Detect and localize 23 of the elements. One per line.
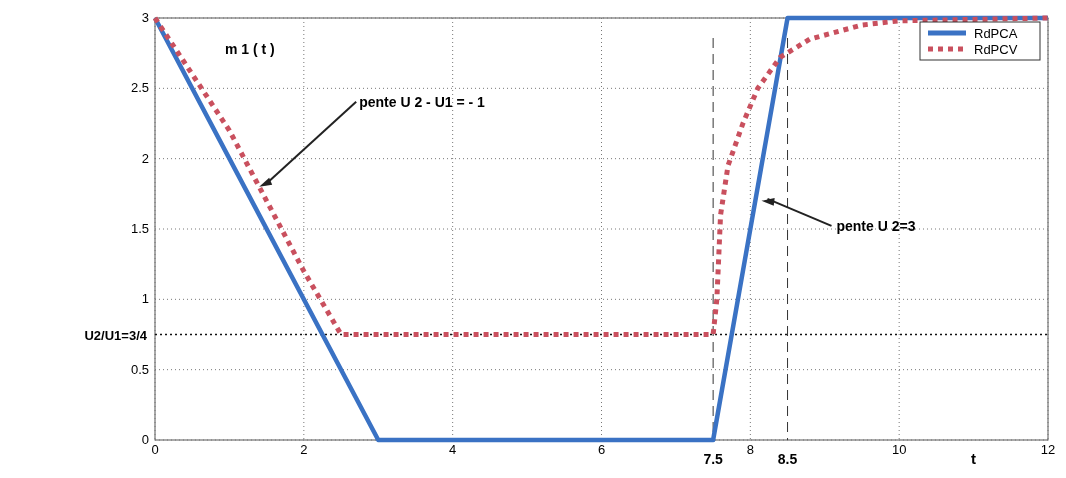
x-tick-label: 4 bbox=[449, 442, 457, 457]
x-tick-label: 6 bbox=[597, 442, 606, 457]
annotation: m 1 ( t ) bbox=[225, 41, 275, 57]
legend-label: RdPCA bbox=[974, 26, 1018, 41]
x-tick-label: 8 bbox=[746, 442, 754, 457]
y-tick-label: 1 bbox=[141, 291, 149, 307]
y-tick-label: 2.5 bbox=[130, 80, 149, 96]
ref-line-label: U2/U1=3/4 bbox=[84, 327, 148, 343]
annotation: pente U 2=3 bbox=[836, 217, 916, 234]
y-tick-label: 0.5 bbox=[130, 361, 149, 377]
x-tick-label: 12 bbox=[1040, 442, 1056, 457]
x-tick-label: 10 bbox=[891, 442, 907, 457]
ref-line-label: 8.5 bbox=[777, 451, 798, 467]
annotation: pente U 2 - U1 = - 1 bbox=[359, 93, 486, 110]
y-tick-label: 1.5 bbox=[130, 221, 149, 236]
y-tick-label: 2 bbox=[141, 150, 149, 166]
x-axis-title: t bbox=[971, 450, 977, 467]
y-tick-label: 3 bbox=[141, 10, 149, 25]
x-tick-label: 2 bbox=[300, 442, 308, 457]
x-tick-label: 0 bbox=[151, 442, 159, 457]
y-tick-label: 0 bbox=[141, 432, 149, 447]
legend-label: RdPCV bbox=[974, 42, 1018, 57]
ref-line-label: 7.5 bbox=[703, 451, 724, 467]
